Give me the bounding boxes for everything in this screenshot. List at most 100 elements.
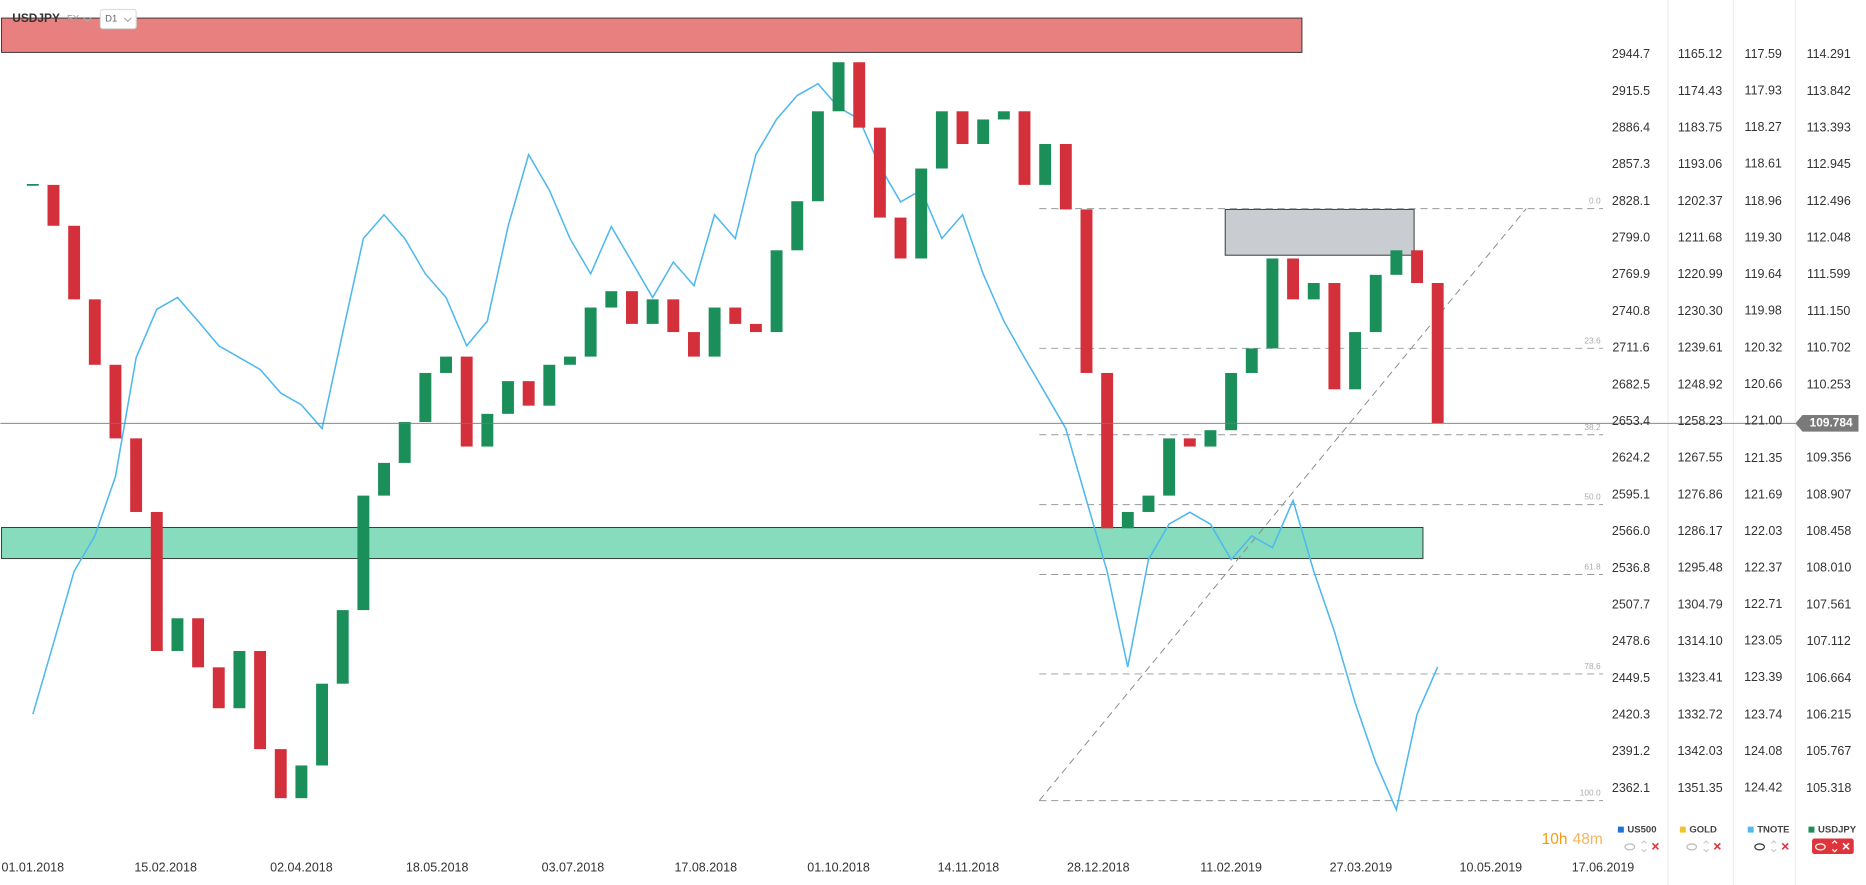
candle bbox=[853, 62, 866, 128]
last-price-label: 109.784 bbox=[1810, 415, 1853, 429]
candle bbox=[1349, 332, 1362, 390]
x-tick-label: 17.06.2019 bbox=[1572, 861, 1635, 875]
candle bbox=[1101, 372, 1114, 529]
remove-icon[interactable] bbox=[1713, 842, 1721, 850]
candle bbox=[1390, 250, 1403, 275]
candle bbox=[977, 119, 990, 144]
fib-level-label: 38.2 bbox=[1584, 422, 1601, 432]
y-tick-label: 2799.0 bbox=[1612, 231, 1650, 245]
candle bbox=[605, 291, 618, 308]
y-tick-label: 118.27 bbox=[1745, 120, 1782, 134]
y-tick-label: 123.74 bbox=[1744, 708, 1782, 722]
candle bbox=[956, 111, 969, 144]
candle bbox=[1059, 143, 1072, 210]
candle bbox=[295, 765, 308, 799]
y-tick-label: 1314.10 bbox=[1677, 634, 1722, 648]
fib-level-label: 61.8 bbox=[1584, 562, 1601, 572]
y-tick-label: 1323.41 bbox=[1677, 671, 1722, 685]
y-tick-label: 105.318 bbox=[1806, 781, 1851, 795]
y-tick-label: 1193.06 bbox=[1678, 157, 1722, 171]
y-tick-label: 106.664 bbox=[1806, 671, 1851, 685]
candle bbox=[997, 111, 1010, 120]
eye-icon[interactable] bbox=[1686, 843, 1698, 851]
legend-controls-bg bbox=[1812, 838, 1854, 855]
y-tick-label: 1295.48 bbox=[1677, 561, 1722, 575]
y-tick-label: 1183.75 bbox=[1678, 121, 1722, 135]
y-tick-label: 118.96 bbox=[1745, 194, 1782, 208]
x-tick-label: 14.11.2018 bbox=[938, 861, 1000, 875]
candle bbox=[1328, 283, 1341, 390]
remove-icon[interactable] bbox=[1651, 842, 1659, 850]
candle bbox=[274, 749, 287, 799]
reorder-icon[interactable] bbox=[1831, 840, 1838, 853]
y-tick-label: 2566.0 bbox=[1612, 524, 1650, 538]
y-tick-label: 1276.86 bbox=[1677, 487, 1722, 501]
y-tick-label: 1332.72 bbox=[1677, 707, 1722, 721]
market[interactable]: FX bbox=[67, 14, 80, 25]
x-tick-label: 18.05.2018 bbox=[406, 861, 469, 875]
candle bbox=[770, 250, 783, 333]
plot-area: 0.0 23.6 38.2 50.0 61.8 78.6 100.0 bbox=[0, 17, 1796, 813]
timer-hours: 10h bbox=[1542, 831, 1568, 848]
y-tick-label: 2944.7 bbox=[1612, 47, 1650, 61]
y-tick-label: 123.05 bbox=[1744, 633, 1782, 647]
price-zone bbox=[1, 527, 1424, 560]
candle bbox=[1431, 283, 1444, 424]
fib-level-label: 78.6 bbox=[1584, 661, 1601, 671]
eye-icon[interactable] bbox=[1815, 843, 1826, 851]
eye-icon[interactable] bbox=[1624, 843, 1636, 851]
y-tick-label: 108.010 bbox=[1806, 561, 1851, 575]
y-tick-label: 2536.8 bbox=[1612, 561, 1650, 575]
interval: D1 bbox=[105, 14, 117, 25]
legend-swatch bbox=[1808, 826, 1815, 833]
legend-label[interactable]: TNOTE bbox=[1757, 825, 1789, 836]
y-tick-label: 2595.1 bbox=[1612, 487, 1650, 501]
candle bbox=[708, 307, 721, 357]
y-tick-label: 111.150 bbox=[1807, 304, 1850, 318]
candle bbox=[1369, 274, 1382, 333]
candle bbox=[1287, 258, 1300, 300]
candle bbox=[564, 356, 576, 365]
y-tick-label: 2391.2 bbox=[1612, 744, 1650, 758]
reorder-icon[interactable] bbox=[1641, 840, 1647, 853]
candle bbox=[1121, 511, 1134, 529]
legend-label[interactable]: GOLD bbox=[1689, 825, 1717, 836]
candle bbox=[791, 201, 804, 251]
candle bbox=[233, 650, 246, 709]
timer-minutes: 48m bbox=[1573, 831, 1603, 848]
interval-box[interactable] bbox=[99, 8, 137, 30]
legend-swatch bbox=[1617, 826, 1624, 833]
x-tick-label: 02.04.2018 bbox=[270, 861, 333, 875]
y-tick-label: 107.561 bbox=[1806, 597, 1851, 611]
legend-label[interactable]: US500 bbox=[1627, 825, 1656, 836]
dropdown-icon bbox=[123, 17, 132, 23]
reorder-icon[interactable] bbox=[1771, 840, 1777, 853]
x-tick-label: 27.03.2019 bbox=[1330, 861, 1393, 875]
candle bbox=[687, 332, 700, 357]
candle bbox=[832, 62, 845, 112]
y-tick-label: 107.112 bbox=[1807, 634, 1851, 648]
fib-level-label: 100.0 bbox=[1580, 788, 1601, 798]
legend-swatch bbox=[1679, 826, 1686, 833]
candle bbox=[1018, 111, 1031, 185]
y-tick-label: 1211.68 bbox=[1678, 231, 1722, 245]
candle bbox=[378, 462, 390, 496]
legend-label[interactable]: USDJPY bbox=[1818, 825, 1857, 836]
candle bbox=[873, 127, 886, 218]
y-tick-label: 2478.6 bbox=[1612, 634, 1650, 648]
remove-icon[interactable] bbox=[1842, 842, 1850, 850]
candle bbox=[502, 381, 514, 414]
y-tick-label: 108.907 bbox=[1806, 487, 1851, 501]
candle bbox=[440, 356, 452, 373]
y-tick-label: 2420.3 bbox=[1612, 708, 1650, 722]
candle bbox=[1245, 348, 1258, 373]
candle bbox=[1183, 438, 1196, 447]
candle bbox=[646, 299, 659, 324]
candle bbox=[150, 511, 163, 651]
y-tick-label: 2449.5 bbox=[1612, 671, 1650, 685]
eye-icon[interactable] bbox=[1754, 843, 1765, 851]
reorder-icon[interactable] bbox=[1703, 840, 1709, 853]
remove-icon[interactable] bbox=[1781, 842, 1789, 850]
candle bbox=[419, 372, 432, 423]
y-tick-label: 111.599 bbox=[1807, 267, 1850, 281]
